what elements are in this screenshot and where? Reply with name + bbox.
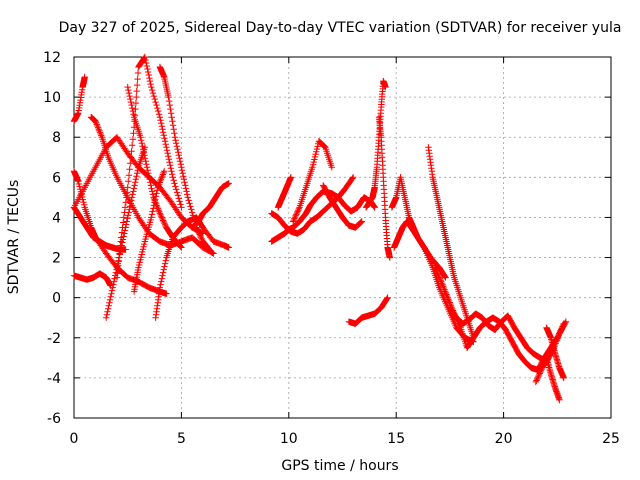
y-tick-label: 6: [52, 170, 61, 186]
data-point-markers: [274, 174, 295, 211]
y-tick-labels: -6 -4 -2 0 2 4 6 8 10 12: [43, 50, 61, 427]
series-arc21: [375, 114, 393, 261]
x-tick-label: 5: [177, 431, 186, 447]
data-point-markers: [88, 114, 217, 257]
y-tick-label: 0: [52, 291, 61, 307]
data-point-markers: [345, 294, 391, 327]
series-arc18: [320, 182, 365, 231]
data-point-markers: [362, 77, 389, 211]
data-point-markers: [543, 324, 567, 382]
series-arc10: [130, 168, 168, 295]
data-point-markers: [289, 138, 335, 225]
y-tick-label: -4: [47, 371, 61, 387]
series-arc19: [345, 294, 391, 327]
data-point-markers: [431, 264, 567, 374]
x-tick-label: 10: [280, 431, 298, 447]
series-arc1: [70, 73, 88, 125]
y-tick-label: 12: [43, 50, 61, 66]
chart-title: Day 327 of 2025, Sidereal Day-to-day VTE…: [59, 20, 622, 36]
data-point-markers: [113, 53, 185, 281]
data-point-markers: [532, 354, 563, 404]
x-axis-label: GPS time / hours: [281, 458, 398, 474]
series-arc28: [543, 324, 567, 382]
x-tick-label: 25: [602, 431, 620, 447]
x-tick-label: 15: [387, 431, 405, 447]
y-tick-label: -2: [47, 331, 61, 347]
data-point-markers: [320, 182, 365, 231]
data-point-markers: [70, 73, 88, 125]
series-arc13: [188, 180, 232, 231]
plot-frame: [73, 56, 612, 419]
series-arc6: [88, 114, 217, 257]
series-arc17: [289, 138, 335, 225]
data-point-markers: [152, 214, 232, 321]
y-tick-label: 8: [52, 130, 61, 146]
y-tick-label: 2: [52, 251, 61, 267]
data-point-markers: [156, 63, 213, 253]
data-point-markers: [130, 168, 168, 295]
y-tick-label: 4: [52, 210, 61, 226]
series-arc27: [532, 354, 563, 404]
x-tick-label: 0: [70, 431, 79, 447]
y-axis-label: SDTVAR / TECUs: [6, 180, 22, 295]
data-point-markers: [375, 114, 393, 261]
x-tick-labels: 0 5 10 15 20 25: [70, 431, 620, 447]
y-tick-label: -6: [47, 411, 61, 427]
series-arc11: [152, 214, 232, 321]
axis-ticks: [73, 56, 612, 419]
series-arc25: [431, 264, 567, 374]
data-points: [70, 53, 570, 404]
data-point-markers: [70, 270, 114, 289]
data-point-markers: [188, 180, 232, 231]
series-arc22: [388, 174, 449, 281]
series-arc16: [274, 174, 295, 211]
series-arc8: [113, 53, 185, 281]
x-tick-label: 20: [495, 431, 513, 447]
series-arc12: [156, 63, 213, 253]
data-point-markers: [388, 174, 449, 281]
series-arc20: [362, 77, 389, 211]
series-arc4: [70, 270, 114, 289]
y-tick-label: 10: [43, 90, 61, 106]
